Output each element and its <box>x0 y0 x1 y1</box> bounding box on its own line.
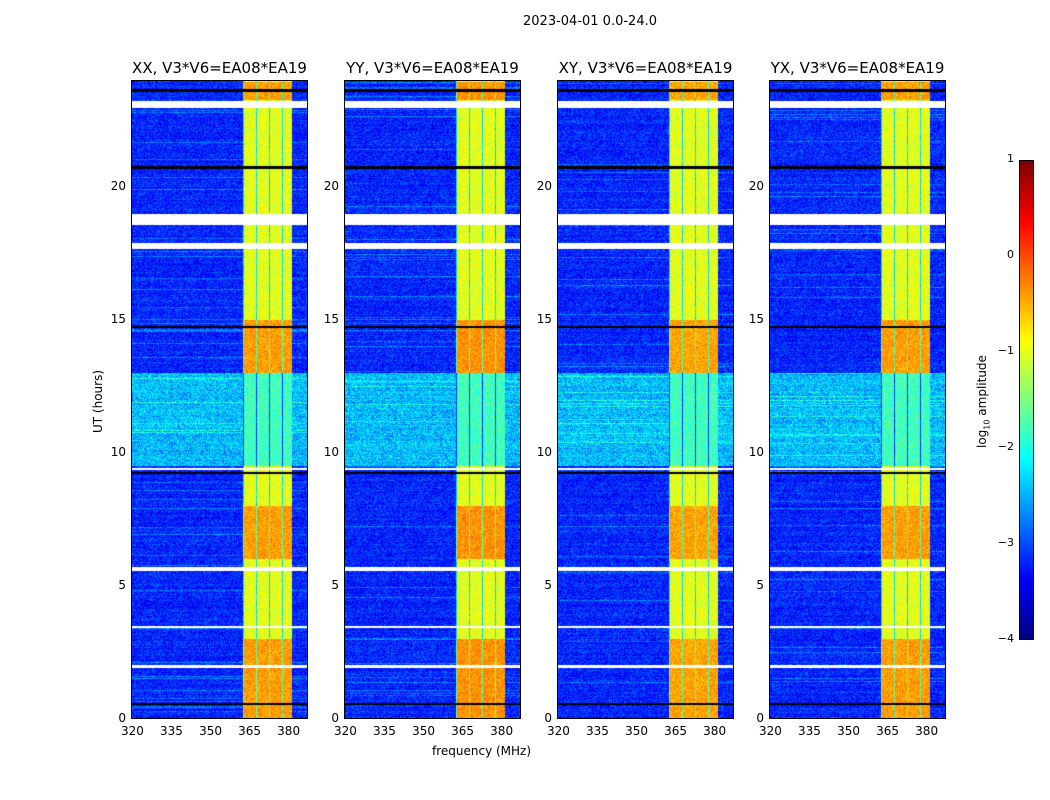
x-tick-label: 335 <box>373 724 396 738</box>
x-tick-label: 365 <box>876 724 900 738</box>
x-tick-label: 350 <box>837 724 860 738</box>
panel-title: XY, V3*V6=EA08*EA19 <box>558 59 733 77</box>
y-tick-label: 10 <box>323 444 339 459</box>
x-tick-label: 380 <box>277 724 301 738</box>
y-tick-label: 15 <box>748 311 764 326</box>
y-tick-label: 5 <box>544 577 552 592</box>
y-tick-label: 20 <box>536 178 552 193</box>
y-tick-label: 0 <box>756 711 764 725</box>
y-tick-label: 15 <box>536 311 552 326</box>
colorbar-label: log10 amplitude <box>975 355 992 448</box>
x-tick-label: 365 <box>451 724 475 738</box>
heatmap-image <box>770 81 945 718</box>
waterfall-panel <box>557 80 734 719</box>
colorbar-tick-label: −4 <box>997 632 1014 645</box>
waterfall-panel <box>344 80 521 719</box>
x-tick-label: 320 <box>759 724 782 738</box>
y-tick-label: 0 <box>118 711 126 725</box>
x-tick-label: 350 <box>199 724 222 738</box>
x-axis-label: frequency (MHz) <box>432 744 532 758</box>
waterfall-panel <box>131 80 308 719</box>
panel-title: YY, V3*V6=EA08*EA19 <box>346 59 519 77</box>
heatmap-image <box>345 81 520 718</box>
panel-title: XX, V3*V6=EA08*EA19 <box>132 59 307 77</box>
colorbar-tick-label: −1 <box>997 344 1014 357</box>
y-tick-label: 15 <box>323 311 339 326</box>
x-tick-label: 365 <box>238 724 262 738</box>
colorbar-tick-label: 1 <box>1007 152 1014 165</box>
colorbar-tick-label: 0 <box>1007 248 1014 261</box>
y-axis-label: UT (hours) <box>91 369 105 433</box>
x-tick-label: 320 <box>547 724 570 738</box>
y-tick-label: 5 <box>118 577 126 592</box>
x-tick-label: 320 <box>121 724 144 738</box>
y-tick-label: 10 <box>536 444 552 459</box>
y-tick-label: 20 <box>748 178 764 193</box>
heatmap-image <box>558 81 733 718</box>
figure-suptitle: 2023-04-01 0.0-24.0 <box>523 14 657 29</box>
x-tick-label: 335 <box>798 724 821 738</box>
x-tick-label: 365 <box>664 724 688 738</box>
y-tick-label: 5 <box>331 577 339 592</box>
x-tick-label: 350 <box>412 724 435 738</box>
x-tick-label: 335 <box>160 724 183 738</box>
colorbar <box>1019 160 1034 640</box>
waterfall-panel <box>769 80 946 719</box>
panel-title: YX, V3*V6=EA08*EA19 <box>770 59 945 77</box>
y-tick-label: 10 <box>110 444 126 459</box>
y-tick-label: 5 <box>756 577 764 592</box>
y-tick-label: 20 <box>110 178 126 193</box>
y-tick-label: 0 <box>544 711 552 725</box>
heatmap-image <box>132 81 307 718</box>
y-tick-label: 10 <box>748 444 764 459</box>
x-tick-label: 380 <box>915 724 939 738</box>
y-tick-label: 15 <box>110 311 126 326</box>
x-tick-label: 380 <box>703 724 727 738</box>
x-tick-label: 335 <box>586 724 609 738</box>
x-tick-label: 320 <box>334 724 357 738</box>
y-tick-label: 20 <box>323 178 339 193</box>
colorbar-tick-label: −3 <box>997 536 1014 549</box>
x-tick-label: 380 <box>490 724 514 738</box>
x-tick-label: 350 <box>625 724 648 738</box>
y-tick-label: 0 <box>331 711 339 725</box>
colorbar-tick-label: −2 <box>997 440 1014 453</box>
